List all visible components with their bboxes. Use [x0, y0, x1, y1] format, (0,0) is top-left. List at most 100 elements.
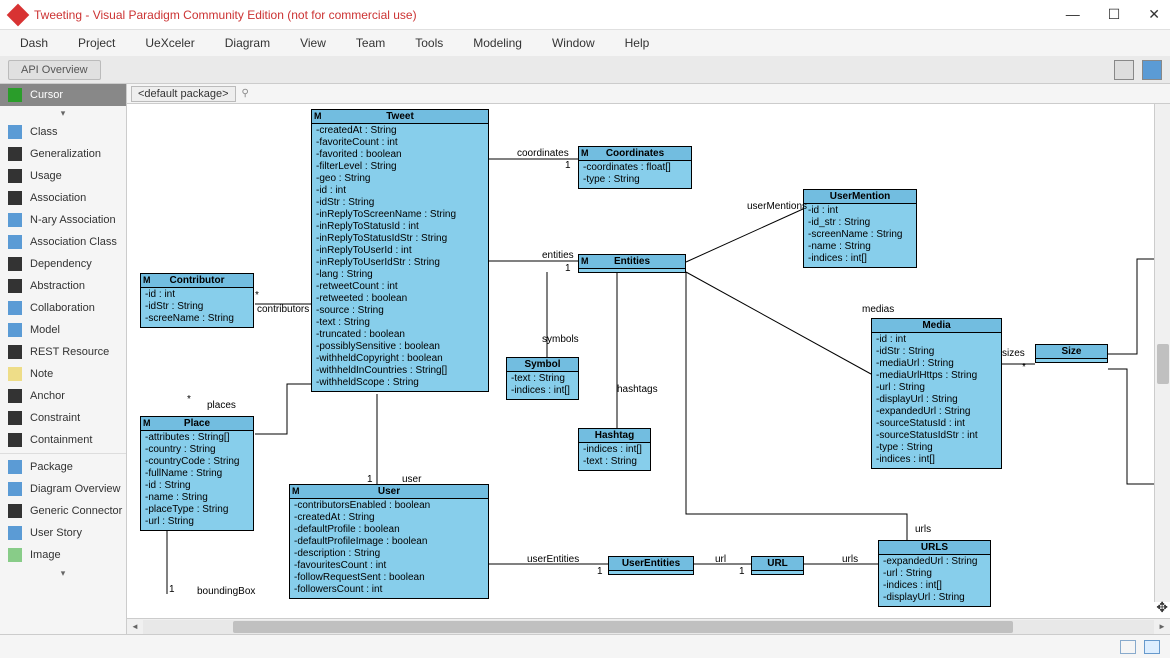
scrollbar-vertical[interactable] [1154, 104, 1170, 602]
class-symbol[interactable]: Symbol-text : String-indices : int[] [506, 357, 579, 400]
close-button[interactable]: ✕ [1148, 6, 1160, 23]
palette-image[interactable]: Image [0, 544, 126, 566]
class-usermention[interactable]: UserMention-id : int-id_str : String-scr… [803, 189, 917, 268]
class-header: UserEntities [609, 557, 693, 571]
menu-window[interactable]: Window [552, 36, 595, 50]
palette-note[interactable]: Note [0, 363, 126, 385]
class-header: Media [872, 319, 1001, 333]
connector-label: user [402, 474, 421, 485]
palette-icon [8, 482, 22, 496]
class-userentities[interactable]: UserEntities [608, 556, 694, 575]
palette-icon [8, 548, 22, 562]
class-size[interactable]: Size [1035, 344, 1108, 363]
status-icon-mail[interactable] [1120, 640, 1136, 654]
scrollbar-thumb-v[interactable] [1157, 344, 1169, 384]
connector-label: urls [915, 524, 931, 535]
breadcrumb-bar: <default package> ⚲ [127, 84, 1170, 104]
window-title: Tweeting - Visual Paradigm Community Edi… [34, 8, 1066, 22]
scroll-right-button[interactable]: ► [1154, 620, 1170, 634]
connector-label: boundingBox [197, 586, 255, 597]
search-icon[interactable]: ⚲ [242, 88, 249, 99]
palette-abstraction[interactable]: Abstraction [0, 275, 126, 297]
menu-tools[interactable]: Tools [415, 36, 443, 50]
class-header: MTweet [312, 110, 488, 124]
palette-package[interactable]: Package [0, 456, 126, 478]
menu-dash[interactable]: Dash [20, 36, 48, 50]
minimize-button[interactable]: — [1066, 6, 1080, 23]
palette-dependency[interactable]: Dependency [0, 253, 126, 275]
class-attributes: -id : int-idStr : String-screeName : Str… [141, 288, 253, 327]
connector-label: entities [542, 250, 574, 261]
class-coordinates[interactable]: MCoordinates-coordinates : float[]-type … [578, 146, 692, 189]
class-user[interactable]: MUser-contributorsEnabled : boolean-crea… [289, 484, 489, 599]
menu-help[interactable]: Help [625, 36, 650, 50]
palette-cursor[interactable]: Cursor [0, 84, 126, 106]
class-hashtag[interactable]: Hashtag-indices : int[]-text : String [578, 428, 651, 471]
palette-model[interactable]: Model [0, 319, 126, 341]
palette-generalization[interactable]: Generalization [0, 143, 126, 165]
palette-item-label: Diagram Overview [30, 483, 120, 495]
pan-icon[interactable]: ✥ [1156, 599, 1168, 616]
class-tweet[interactable]: MTweet-createdAt : String-favoriteCount … [311, 109, 489, 392]
palette-item-label: Class [30, 126, 58, 138]
scrollbar-horizontal[interactable]: ◄ ► [127, 618, 1170, 634]
palette-item-label: Collaboration [30, 302, 95, 314]
palette-association[interactable]: Association [0, 187, 126, 209]
palette-expand-arrow[interactable]: ▾ [0, 106, 126, 121]
palette-usage[interactable]: Usage [0, 165, 126, 187]
palette-class[interactable]: Class [0, 121, 126, 143]
menu-team[interactable]: Team [356, 36, 385, 50]
palette-association-class[interactable]: Association Class [0, 231, 126, 253]
tab-api-overview[interactable]: API Overview [8, 60, 101, 80]
palette-generic-connector[interactable]: Generic Connector [0, 500, 126, 522]
class-media[interactable]: Media-id : int-idStr : String-mediaUrl :… [871, 318, 1002, 469]
palette-n-ary-association[interactable]: N-ary Association [0, 209, 126, 231]
menu-project[interactable]: Project [78, 36, 115, 50]
palette-icon [8, 279, 22, 293]
class-attributes: -createdAt : String-favoriteCount : int-… [312, 124, 488, 391]
breadcrumb[interactable]: <default package> [131, 86, 236, 102]
class-url[interactable]: URL [751, 556, 804, 575]
class-place[interactable]: MPlace-attributes : String[]-country : S… [140, 416, 254, 531]
status-icon-doc[interactable] [1144, 640, 1160, 654]
palette-icon [8, 147, 22, 161]
palette-item-label: Package [30, 461, 73, 473]
palette-expand-arrow[interactable]: ▾ [0, 566, 126, 581]
palette-diagram-overview[interactable]: Diagram Overview [0, 478, 126, 500]
palette-containment[interactable]: Containment [0, 429, 126, 451]
status-bar [0, 634, 1170, 658]
palette-item-label: Note [30, 368, 53, 380]
class-contributor[interactable]: MContributor-id : int-idStr : String-scr… [140, 273, 254, 328]
class-attributes: -attributes : String[]-country : String-… [141, 431, 253, 530]
class-urls[interactable]: URLS-expandedUrl : String-url : String-i… [878, 540, 991, 607]
class-entities[interactable]: MEntities [578, 254, 686, 273]
diagram-canvas[interactable]: ✥ MContributor-id : int-idStr : String-s… [127, 104, 1170, 618]
palette-item-label: Association Class [30, 236, 117, 248]
class-header: URLS [879, 541, 990, 555]
scroll-left-button[interactable]: ◄ [127, 620, 143, 634]
class-header: MUser [290, 485, 488, 499]
palette-icon [8, 213, 22, 227]
palette-item-label: Abstraction [30, 280, 85, 292]
class-attributes: -coordinates : float[]-type : String [579, 161, 691, 188]
palette-anchor[interactable]: Anchor [0, 385, 126, 407]
menu-uexceler[interactable]: UeXceler [145, 36, 194, 50]
palette-icon [8, 235, 22, 249]
class-header: UserMention [804, 190, 916, 204]
connector-label: userMentions [747, 201, 807, 212]
class-attributes: -contributorsEnabled : boolean-createdAt… [290, 499, 488, 598]
toolbar-icon-2[interactable] [1142, 60, 1162, 80]
palette-icon [8, 460, 22, 474]
palette-collaboration[interactable]: Collaboration [0, 297, 126, 319]
menu-modeling[interactable]: Modeling [473, 36, 522, 50]
toolbar-icon-1[interactable] [1114, 60, 1134, 80]
menu-diagram[interactable]: Diagram [225, 36, 270, 50]
palette-constraint[interactable]: Constraint [0, 407, 126, 429]
palette-item-label: Image [30, 549, 61, 561]
palette-user-story[interactable]: User Story [0, 522, 126, 544]
connector-label: 1 [739, 566, 745, 577]
maximize-button[interactable]: ☐ [1108, 6, 1121, 23]
menu-view[interactable]: View [300, 36, 326, 50]
scrollbar-thumb-h[interactable] [233, 621, 1013, 633]
palette-rest-resource[interactable]: REST Resource [0, 341, 126, 363]
